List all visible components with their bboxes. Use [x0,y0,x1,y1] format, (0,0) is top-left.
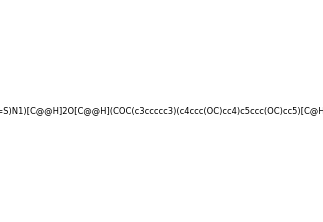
Text: O=C1C=CN(C(=S)N1)[C@@H]2O[C@@H](COC(c3ccccc3)(c4ccc(OC)cc4)c5ccc(OC)cc5)[C@H](O): O=C1C=CN(C(=S)N1)[C@@H]2O[C@@H](COC(c3cc… [0,107,323,115]
